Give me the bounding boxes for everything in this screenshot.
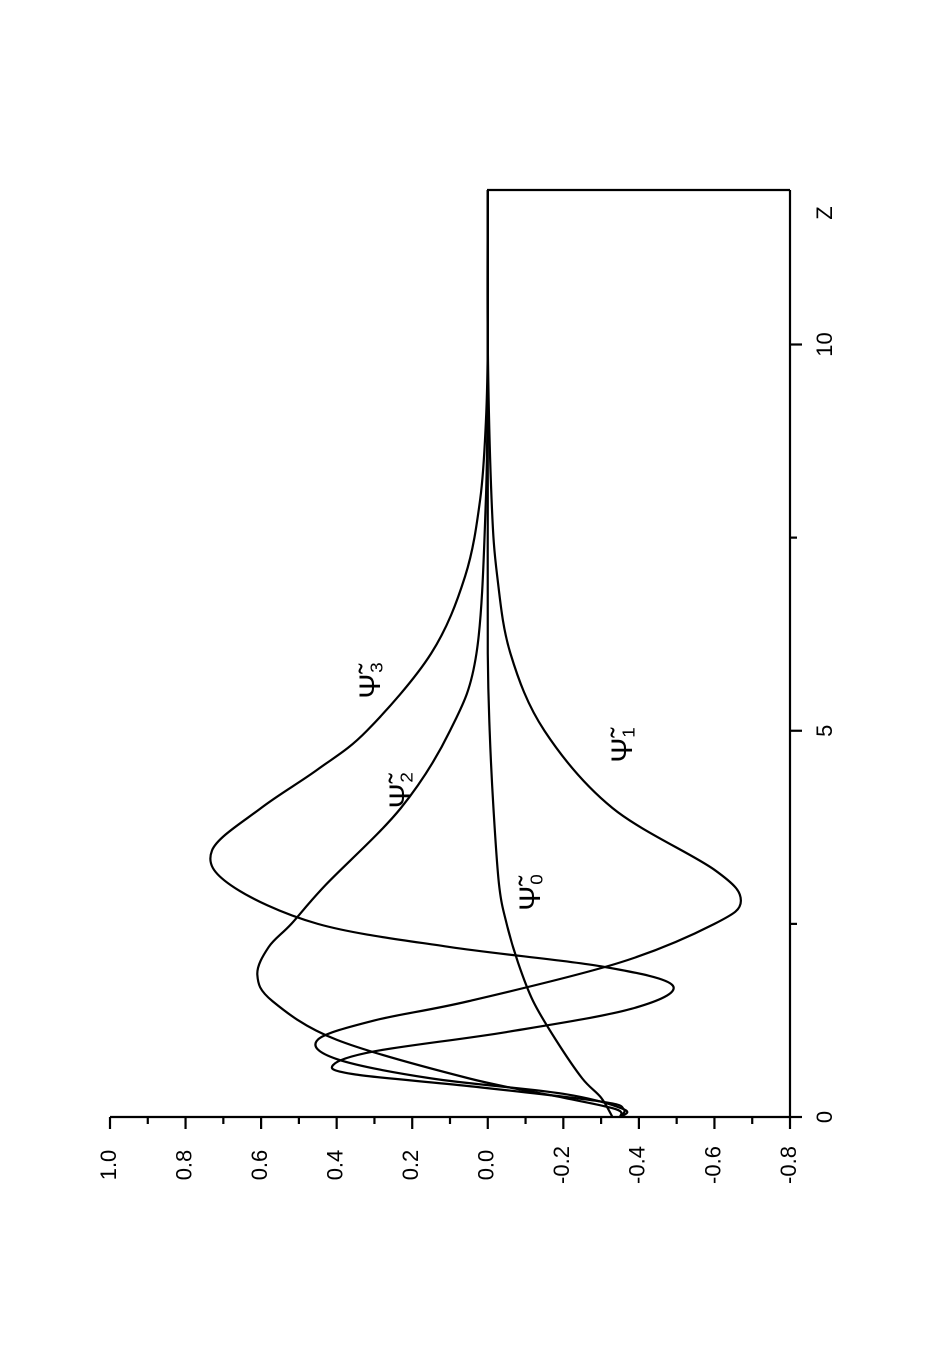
x-tick-label: 10 [812,332,837,356]
x-tick-label: 5 [812,725,837,737]
y-tick-label: -0.8 [776,1146,801,1184]
curve [314,189,742,1118]
y-tick-label: -0.2 [549,1146,574,1184]
curve-label: Ψ̃₁ [606,727,639,763]
y-tick-label: 0.2 [398,1150,423,1181]
y-tick-label: -0.4 [625,1146,650,1184]
y-tick-label: 1.0 [96,1150,121,1181]
curve [486,190,614,1118]
curve-label: Ψ̃₂ [384,772,417,809]
x-axis-label: Z [812,206,837,219]
y-tick-label: -0.6 [700,1146,725,1184]
y-tick-label: 0.6 [247,1150,272,1181]
curve-label: Ψ̃₃ [354,661,387,698]
y-tick-label: 0.0 [474,1150,499,1181]
y-tick-label: 0.8 [171,1150,196,1181]
curve [209,189,675,1118]
y-tick-label: 0.4 [322,1150,347,1181]
x-tick-label: 0 [812,1111,837,1123]
curve-label: Ψ̃₀ [514,873,547,911]
